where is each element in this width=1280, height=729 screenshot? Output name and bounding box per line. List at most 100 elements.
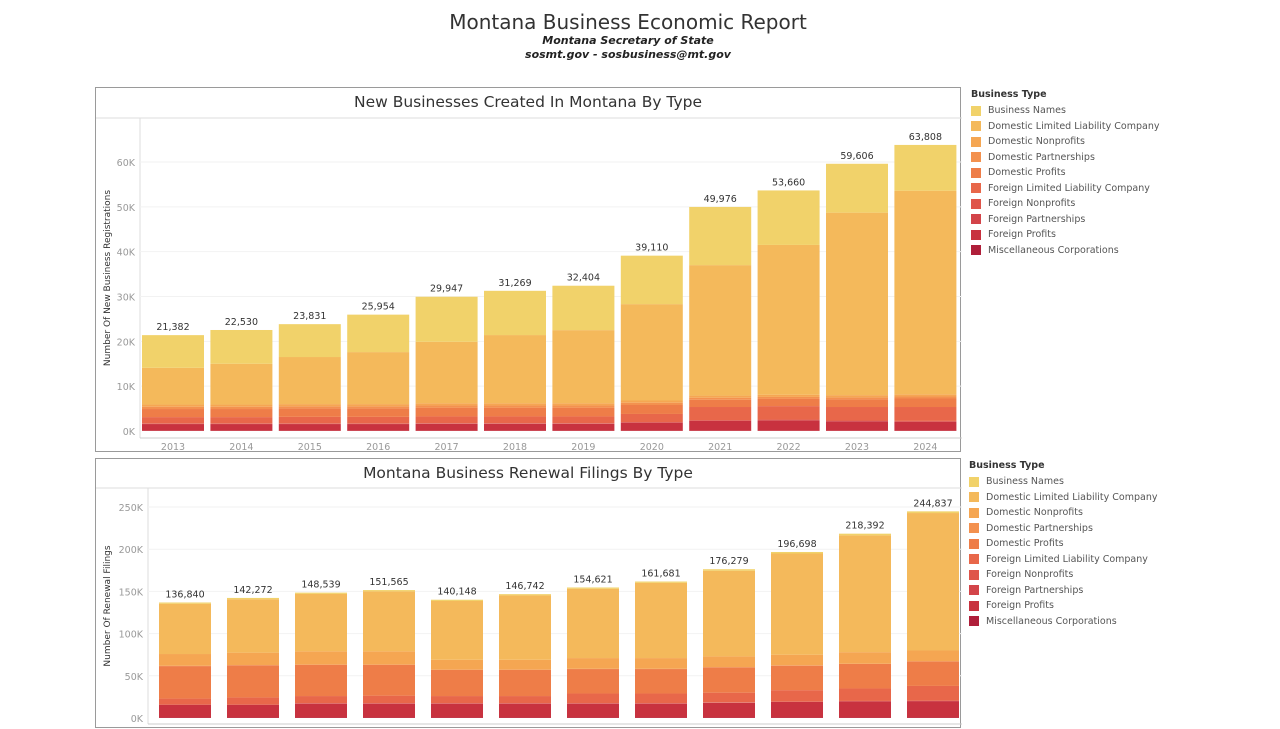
y-tick-label: 200K: [119, 545, 144, 556]
legend-item[interactable]: Miscellaneous Corporations: [971, 243, 1160, 259]
y-tick-label: 50K: [125, 672, 144, 683]
data-label: 140,148: [437, 587, 476, 598]
bar-segment: [347, 424, 409, 431]
legend-item[interactable]: Foreign Limited Liability Company: [971, 181, 1160, 197]
data-label: 161,681: [641, 569, 680, 580]
bar-segment: [839, 688, 891, 700]
legend-label: Domestic Profits: [986, 538, 1064, 549]
legend-item[interactable]: Domestic Partnerships: [971, 150, 1160, 166]
bar-segment: [894, 191, 956, 395]
bar-segment: [826, 213, 888, 395]
bar-segment: [621, 423, 683, 431]
data-label: 63,808: [909, 132, 942, 143]
legend-item[interactable]: Foreign Limited Liability Company: [969, 552, 1158, 568]
bar-segment: [227, 599, 279, 652]
bar-segment: [552, 416, 614, 423]
bar-segment: [159, 603, 211, 604]
legend-label: Foreign Profits: [988, 229, 1056, 240]
y-tick-label: 100K: [119, 630, 144, 641]
bar-segment: [621, 414, 683, 422]
legend-label: Domestic Partnerships: [988, 152, 1095, 163]
legend-item[interactable]: Business Names: [969, 474, 1158, 490]
bar-segment: [635, 658, 687, 669]
bar-segment: [499, 594, 551, 595]
bar-segment: [552, 286, 614, 330]
bar-segment: [142, 405, 204, 407]
legend-title: Business Type: [971, 89, 1160, 100]
data-label: 25,954: [362, 302, 395, 313]
bar-segment: [635, 694, 687, 704]
bar-segment: [431, 601, 483, 660]
legend-item[interactable]: Foreign Profits: [971, 227, 1160, 243]
new-businesses-chart-panel: New Businesses Created In Montana By Typ…: [95, 87, 961, 452]
bar-segment: [295, 651, 347, 664]
legend-item[interactable]: Domestic Profits: [971, 165, 1160, 181]
bar-segment: [907, 701, 959, 717]
bar-segment: [499, 704, 551, 718]
bar-segment: [621, 304, 683, 400]
bar-segment: [635, 704, 687, 718]
bar-segment: [635, 583, 687, 658]
bar-segment: [894, 396, 956, 398]
y-tick-label: 250K: [119, 503, 144, 514]
bar-segment: [621, 256, 683, 304]
y-axis-title: Number Of New Business Registrations: [103, 190, 113, 366]
bar-segment: [295, 594, 347, 651]
legend-item[interactable]: Foreign Nonprofits: [969, 567, 1158, 583]
x-tick-label: 2023: [845, 442, 869, 453]
legend-item[interactable]: Foreign Profits: [969, 598, 1158, 614]
legend-item[interactable]: Foreign Partnerships: [971, 212, 1160, 228]
legend-item[interactable]: Domestic Nonprofits: [969, 505, 1158, 521]
bar-segment: [839, 534, 891, 536]
legend-item[interactable]: Domestic Limited Liability Company: [969, 490, 1158, 506]
y-tick-label: 30K: [117, 293, 136, 304]
bar-segment: [227, 665, 279, 697]
bar-segment: [703, 569, 755, 571]
bar-segment: [839, 664, 891, 688]
bar-segment: [499, 660, 551, 670]
legend-item[interactable]: Domestic Partnerships: [969, 521, 1158, 537]
legend-label: Domestic Partnerships: [986, 523, 1093, 534]
legend-item[interactable]: Domestic Nonprofits: [971, 134, 1160, 150]
data-label: 218,392: [845, 521, 884, 532]
legend-swatch: [971, 214, 981, 224]
report-title: Montana Business Economic Report: [0, 10, 1256, 34]
bar-segment: [142, 407, 204, 409]
bar-segment: [621, 405, 683, 414]
legend-item[interactable]: Domestic Limited Liability Company: [971, 119, 1160, 135]
bar-segment: [295, 704, 347, 718]
legend-item[interactable]: Business Names: [971, 103, 1160, 119]
y-tick-label: 50K: [117, 203, 136, 214]
legend-item[interactable]: Foreign Partnerships: [969, 583, 1158, 599]
bar-segment: [227, 653, 279, 665]
data-label: 154,621: [573, 574, 612, 585]
legend-label: Foreign Partnerships: [988, 214, 1085, 225]
legend-swatch: [971, 245, 981, 255]
x-tick-label: 2021: [708, 442, 732, 453]
legend-item[interactable]: Domestic Profits: [969, 536, 1158, 552]
legend-label: Foreign Nonprofits: [986, 569, 1073, 580]
bar-segment: [295, 696, 347, 703]
bar-segment: [689, 396, 751, 398]
bar-segment: [416, 403, 478, 405]
data-label: 23,831: [293, 311, 326, 322]
bar-segment: [159, 666, 211, 698]
legend-item[interactable]: Miscellaneous Corporations: [969, 614, 1158, 630]
bar-segment: [363, 590, 415, 591]
bar-segment: [907, 513, 959, 650]
bar-segment: [431, 600, 483, 601]
bar-segment: [703, 667, 755, 692]
data-label: 146,742: [505, 581, 544, 592]
bar-segment: [363, 665, 415, 696]
bar-segment: [499, 670, 551, 696]
data-label: 59,606: [840, 151, 873, 162]
bar-segment: [758, 397, 820, 399]
bar-segment: [758, 420, 820, 421]
legend-swatch: [969, 585, 979, 595]
renewal-filings-chart-panel: Montana Business Renewal Filings By Type…: [95, 458, 961, 728]
data-label: 31,269: [498, 278, 531, 289]
bar-segment: [894, 145, 956, 191]
legend-item[interactable]: Foreign Nonprofits: [971, 196, 1160, 212]
legend-swatch: [969, 477, 979, 487]
